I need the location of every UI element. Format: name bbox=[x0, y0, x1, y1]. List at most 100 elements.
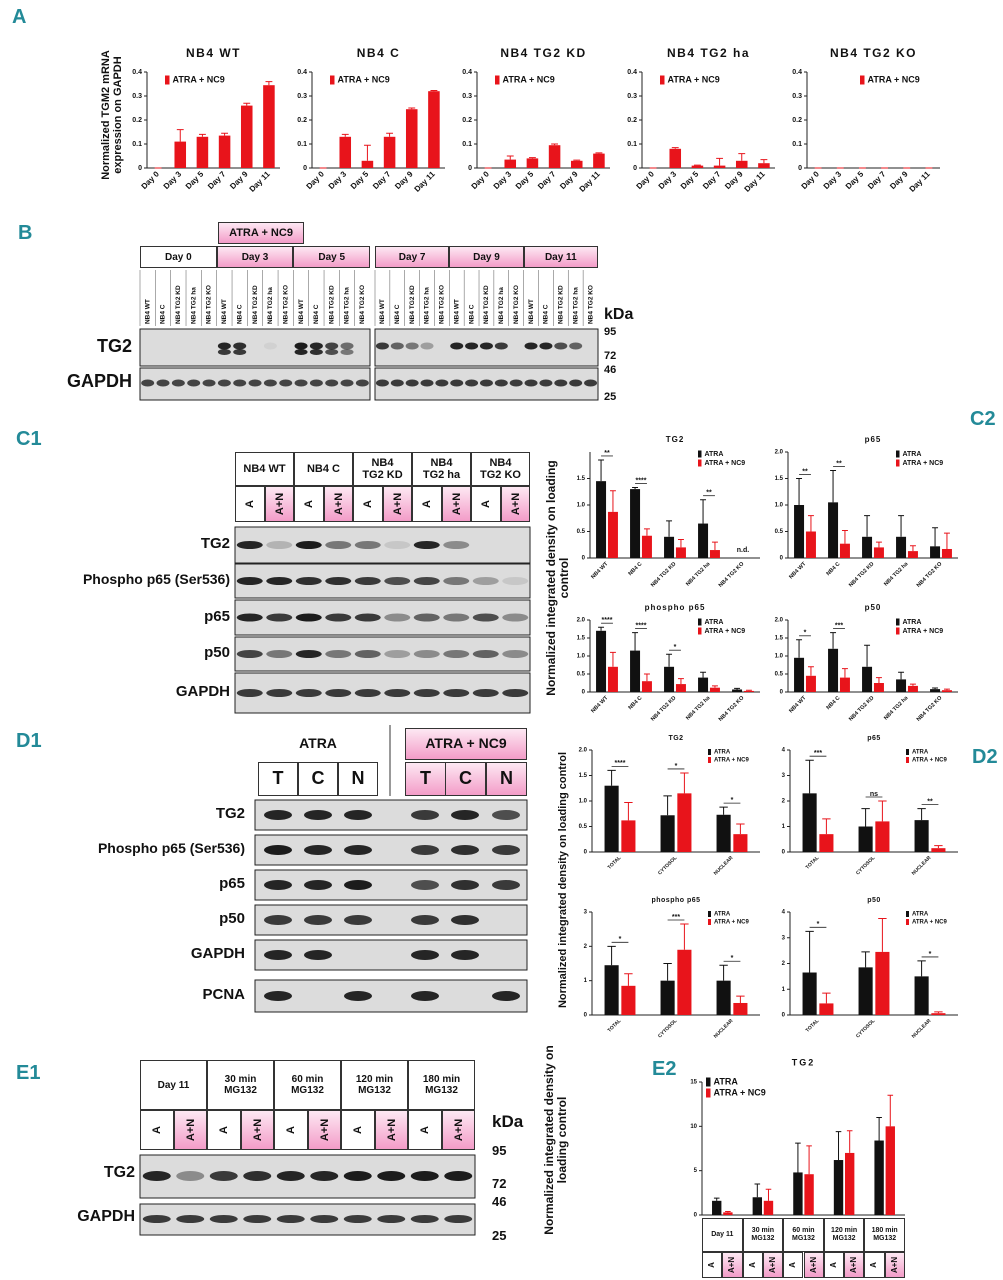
lane-label: NB4 TG2 KD bbox=[409, 285, 416, 324]
lane-label: NB4 TG2 ha bbox=[424, 287, 431, 324]
lane-label: NB4 TG2 ha bbox=[190, 287, 197, 324]
blot-band bbox=[304, 880, 332, 890]
bar bbox=[712, 1200, 722, 1215]
chart-title: phospho p65 bbox=[651, 897, 700, 904]
condition-header: 60 min MG132 bbox=[274, 1060, 341, 1110]
chart-title: NB4 TG2 ha bbox=[667, 46, 750, 60]
condition-header: 30 min MG132 bbox=[207, 1060, 274, 1110]
x-tick-label: Day 7 bbox=[371, 169, 393, 191]
blot-band bbox=[411, 950, 439, 960]
error-bar bbox=[796, 478, 803, 505]
blot-band bbox=[420, 379, 434, 387]
bar bbox=[660, 980, 675, 1015]
y-tick-label: 0.1 bbox=[462, 141, 472, 148]
bar bbox=[604, 785, 619, 852]
panel-label: E2 bbox=[652, 1058, 677, 1080]
lane-label: NB4 C bbox=[543, 304, 550, 324]
error-bar bbox=[795, 1142, 801, 1173]
lane-label: NB4 WT bbox=[528, 299, 535, 324]
blot-band bbox=[344, 991, 372, 1001]
bar bbox=[931, 1013, 946, 1015]
error-bar bbox=[624, 802, 633, 821]
error-bar bbox=[632, 632, 639, 651]
bar bbox=[698, 523, 709, 558]
y-tick-label: 0.1 bbox=[792, 141, 802, 148]
x-tick-label: Day 5 bbox=[679, 169, 701, 191]
significance-label: *** bbox=[814, 750, 822, 757]
blot-band bbox=[304, 950, 332, 960]
blot-band bbox=[264, 845, 292, 855]
table-cell bbox=[722, 1252, 743, 1278]
blot-band bbox=[236, 577, 263, 585]
y-tick-label: 0.3 bbox=[462, 93, 472, 100]
error-bar bbox=[841, 668, 848, 678]
y-tick-label: 0.4 bbox=[792, 69, 802, 76]
error-bar bbox=[221, 132, 229, 136]
legend-swatch bbox=[906, 919, 909, 925]
blot-band bbox=[340, 342, 354, 350]
legend-label: ATRA bbox=[705, 619, 724, 626]
bar bbox=[361, 160, 374, 168]
x-tick-label: Day 7 bbox=[701, 169, 723, 191]
error-bar bbox=[738, 153, 746, 161]
y-tick-label: 2.0 bbox=[775, 450, 784, 456]
y-tick-label: 0 bbox=[468, 165, 472, 172]
legend-label: ATRA bbox=[705, 451, 724, 458]
bar bbox=[941, 690, 952, 692]
error-bar bbox=[176, 129, 184, 142]
cell-line-header: NB4 TG2 KD bbox=[353, 452, 412, 486]
error-bar bbox=[822, 818, 831, 835]
x-tick-label: NUCLEAR bbox=[713, 855, 735, 877]
y-tick-label: 0 bbox=[780, 690, 784, 696]
blot-band bbox=[171, 379, 185, 387]
y-tick-label: 3 bbox=[782, 773, 786, 779]
error-bar bbox=[864, 515, 871, 537]
blot-band bbox=[266, 613, 293, 622]
significance-label: **** bbox=[636, 622, 647, 629]
fraction-header: C bbox=[445, 762, 486, 796]
x-tick-label: Day 3 bbox=[327, 169, 349, 191]
significance-label: * bbox=[675, 763, 678, 770]
blot-band bbox=[492, 880, 520, 890]
blot-band bbox=[451, 880, 479, 890]
blot-band bbox=[420, 342, 434, 350]
blot-band bbox=[236, 689, 263, 697]
error-bar bbox=[909, 683, 916, 686]
blot-band bbox=[187, 379, 201, 387]
error-bar bbox=[386, 132, 394, 137]
row-label: PCNA bbox=[202, 986, 245, 1003]
y-tick-label: 1.0 bbox=[775, 503, 784, 509]
bar bbox=[263, 85, 275, 168]
x-tick-label: Day 3 bbox=[492, 169, 514, 191]
x-tick-label: Day 11 bbox=[248, 169, 273, 194]
x-tick-label: Day 5 bbox=[844, 169, 866, 191]
blot-band bbox=[325, 349, 339, 355]
x-tick-label: NB4 TG2 ha bbox=[685, 695, 712, 722]
blot-band bbox=[377, 1171, 406, 1181]
blot-band bbox=[569, 379, 583, 387]
error-bar bbox=[887, 1094, 894, 1127]
blot-band bbox=[472, 650, 499, 658]
bar bbox=[735, 160, 748, 168]
blot-band bbox=[444, 1215, 473, 1223]
error-bar bbox=[666, 520, 673, 537]
error-bar bbox=[700, 499, 707, 524]
legend-label: ATRA bbox=[912, 750, 929, 756]
table-cell: 120 min MG132 bbox=[823, 1218, 865, 1252]
bar bbox=[428, 91, 440, 168]
x-tick-label: Day 0 bbox=[140, 169, 162, 191]
legend-label: ATRA + NC9 bbox=[714, 758, 750, 764]
bar bbox=[405, 109, 418, 168]
blot-band bbox=[377, 1215, 406, 1223]
bar bbox=[752, 1197, 763, 1215]
error-bar bbox=[878, 800, 887, 822]
x-tick-label: NB4 C bbox=[826, 695, 842, 711]
blot-band bbox=[304, 810, 332, 820]
y-tick-label: 3 bbox=[782, 935, 786, 941]
x-tick-label: Day 11 bbox=[743, 169, 768, 194]
error-bar bbox=[609, 490, 616, 512]
error-bar bbox=[830, 470, 837, 503]
y-tick-label: 0 bbox=[782, 850, 786, 856]
y-tick-label: 0.4 bbox=[627, 69, 637, 76]
bar bbox=[593, 153, 605, 168]
